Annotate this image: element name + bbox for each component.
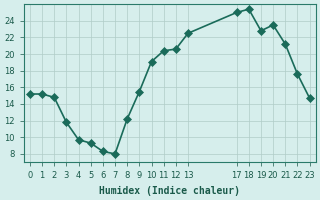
X-axis label: Humidex (Indice chaleur): Humidex (Indice chaleur) xyxy=(99,186,240,196)
